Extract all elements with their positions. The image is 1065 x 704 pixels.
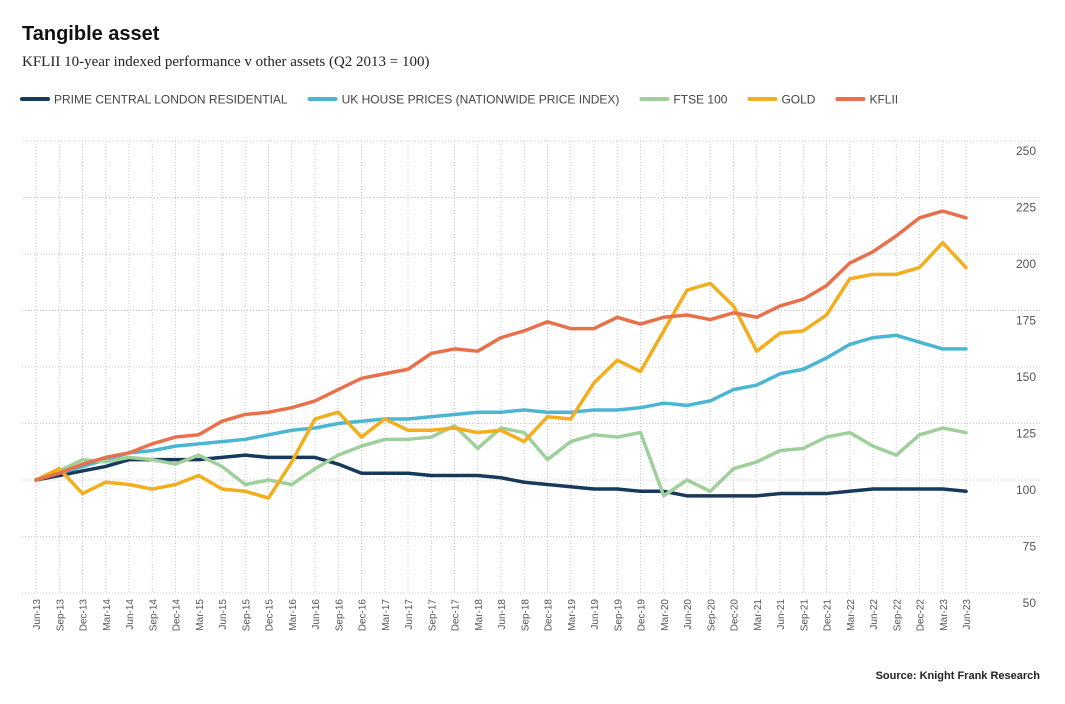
x-tick-label: Jun-22 xyxy=(869,599,880,630)
x-tick-label: Jun-18 xyxy=(497,599,508,630)
x-tick-label: Sep-20 xyxy=(706,599,717,632)
x-tick-label: Mar-20 xyxy=(660,599,671,631)
x-tick-label: Sep-18 xyxy=(520,599,531,632)
y-tick-label: 75 xyxy=(1023,540,1037,554)
x-tick-label: Sep-17 xyxy=(427,599,438,632)
x-tick-label: Dec-13 xyxy=(79,599,90,632)
x-tick-label: Jun-23 xyxy=(962,599,973,630)
series-line xyxy=(34,209,968,482)
x-tick-label: Jun-13 xyxy=(32,599,43,630)
x-tick-label: Jun-17 xyxy=(404,599,415,630)
y-tick-label: 150 xyxy=(1016,370,1036,384)
x-tick-label: Jun-19 xyxy=(590,599,601,630)
x-tick-label: Dec-18 xyxy=(544,599,555,632)
x-tick-label: Jun-16 xyxy=(311,599,322,630)
y-tick-label: 250 xyxy=(1016,144,1036,158)
x-tick-label: Dec-14 xyxy=(172,599,183,632)
x-tick-label: Sep-16 xyxy=(334,599,345,632)
y-tick-label: 125 xyxy=(1016,427,1036,441)
x-tick-label: Dec-16 xyxy=(358,599,369,632)
x-tick-label: Dec-15 xyxy=(265,599,276,632)
x-tick-label: Mar-14 xyxy=(102,599,113,631)
x-tick-label: Sep-14 xyxy=(148,599,159,632)
x-tick-label: Jun-21 xyxy=(776,599,787,630)
x-tick-label: Jun-15 xyxy=(218,599,229,630)
x-tick-label: Sep-22 xyxy=(892,599,903,632)
x-tick-label: Sep-15 xyxy=(241,599,252,632)
x-tick-label: Dec-22 xyxy=(916,599,927,632)
legend-label: FTSE 100 xyxy=(673,93,727,107)
legend-label: PRIME CENTRAL LONDON RESIDENTIAL xyxy=(54,93,288,107)
x-tick-label: Mar-18 xyxy=(474,599,485,631)
y-tick-label: 100 xyxy=(1016,483,1036,497)
x-tick-label: Jun-14 xyxy=(125,599,136,630)
x-tick-label: Sep-13 xyxy=(55,599,66,632)
x-tick-label: Mar-22 xyxy=(846,599,857,631)
x-tick-label: Dec-19 xyxy=(637,599,648,632)
x-tick-label: Mar-23 xyxy=(939,599,950,631)
legend-label: UK HOUSE PRICES (NATIONWIDE PRICE INDEX) xyxy=(342,93,620,107)
y-tick-label: 50 xyxy=(1023,596,1037,610)
x-tick-label: Mar-17 xyxy=(381,599,392,631)
x-tick-label: Sep-21 xyxy=(799,599,810,632)
y-tick-label: 225 xyxy=(1016,201,1036,215)
x-tick-label: Mar-16 xyxy=(288,599,299,631)
x-tick-label: Dec-21 xyxy=(823,599,834,632)
x-tick-label: Jun-20 xyxy=(683,599,694,630)
legend-label: KFLII xyxy=(869,93,898,107)
y-tick-label: 200 xyxy=(1016,257,1036,271)
x-tick-label: Mar-19 xyxy=(567,599,578,631)
x-tick-label: Sep-19 xyxy=(613,599,624,632)
chart-subtitle: KFLII 10-year indexed performance v othe… xyxy=(22,54,430,70)
series-line xyxy=(34,333,968,482)
x-tick-label: Mar-15 xyxy=(195,599,206,631)
series-line xyxy=(34,240,968,500)
x-tick-label: Mar-21 xyxy=(753,599,764,631)
source: Source: Knight Frank Research xyxy=(876,670,1041,682)
series-line xyxy=(34,424,968,498)
x-tick-label: Dec-17 xyxy=(451,599,462,632)
legend-label: GOLD xyxy=(781,93,815,107)
x-tick-label: Dec-20 xyxy=(730,599,741,632)
chart-title: Tangible asset xyxy=(22,23,160,45)
y-tick-label: 175 xyxy=(1016,314,1036,328)
